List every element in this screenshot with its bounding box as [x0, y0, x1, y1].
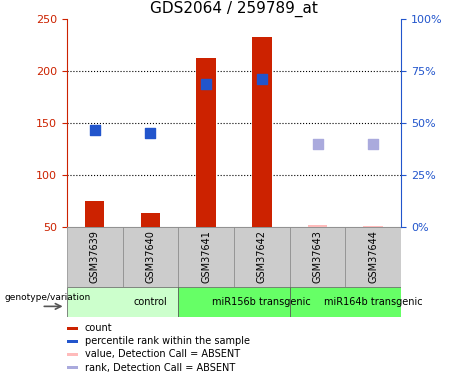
Bar	[308, 225, 327, 227]
Text: GSM37641: GSM37641	[201, 230, 211, 284]
Point	[91, 127, 98, 133]
Text: miR156b transgenic: miR156b transgenic	[213, 297, 311, 307]
Bar	[85, 201, 105, 227]
Point	[314, 141, 321, 147]
Bar	[178, 227, 234, 287]
Bar	[67, 227, 123, 287]
Text: GSM37644: GSM37644	[368, 230, 378, 284]
Point	[202, 81, 210, 87]
Text: percentile rank within the sample: percentile rank within the sample	[84, 336, 249, 346]
Bar	[290, 287, 401, 317]
Text: value, Detection Call = ABSENT: value, Detection Call = ABSENT	[84, 350, 240, 360]
Text: genotype/variation: genotype/variation	[5, 293, 91, 302]
Text: GSM37643: GSM37643	[313, 230, 323, 284]
Bar	[67, 287, 178, 317]
Text: miR164b transgenic: miR164b transgenic	[324, 297, 423, 307]
Bar	[67, 366, 78, 369]
Bar	[123, 227, 178, 287]
Bar	[67, 327, 78, 330]
Bar	[67, 340, 78, 343]
Bar	[234, 227, 290, 287]
Bar	[345, 227, 401, 287]
Text: control: control	[134, 297, 167, 307]
Bar	[67, 353, 78, 356]
Bar	[141, 213, 160, 227]
Bar	[363, 226, 383, 227]
Bar	[252, 38, 272, 227]
Bar	[196, 58, 216, 227]
Point	[147, 130, 154, 136]
Bar	[290, 227, 345, 287]
Bar	[178, 287, 290, 317]
Title: GDS2064 / 259789_at: GDS2064 / 259789_at	[150, 1, 318, 17]
Text: GSM37642: GSM37642	[257, 230, 267, 284]
Point	[258, 76, 266, 82]
Text: count: count	[84, 323, 112, 333]
Point	[370, 141, 377, 147]
Text: GSM37639: GSM37639	[90, 230, 100, 284]
Text: rank, Detection Call = ABSENT: rank, Detection Call = ABSENT	[84, 363, 235, 373]
Text: GSM37640: GSM37640	[145, 230, 155, 284]
